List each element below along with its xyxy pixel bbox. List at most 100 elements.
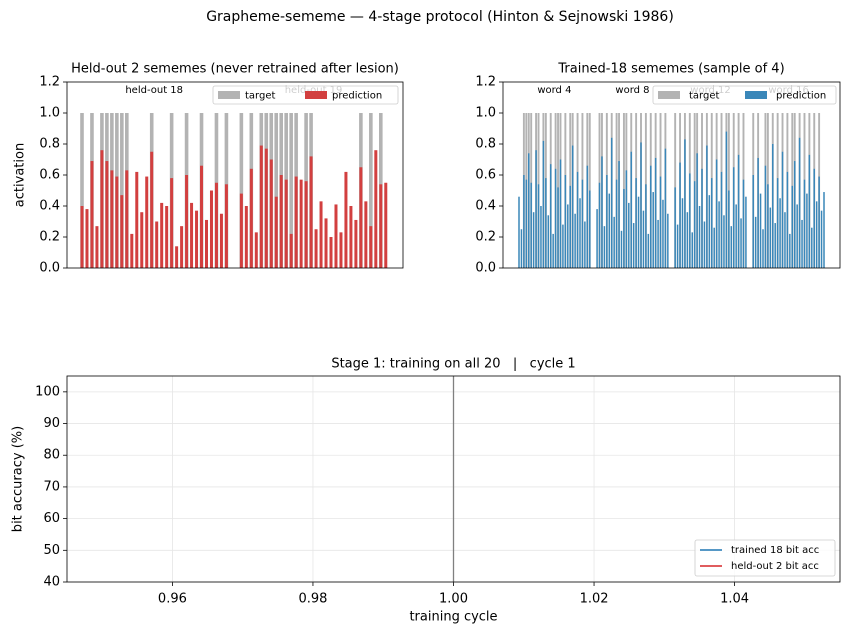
prediction-bar (708, 195, 711, 268)
legend-swatch (745, 91, 767, 99)
y-axis-label: activation (13, 143, 28, 207)
prediction-bar (767, 184, 769, 268)
prediction-bar (145, 176, 149, 268)
prediction-bar (689, 173, 691, 268)
y-tick-label: 40 (43, 575, 60, 590)
prediction-bar (576, 171, 579, 268)
prediction-bar (254, 232, 258, 268)
prediction-bar (205, 219, 208, 268)
legend-label: target (689, 91, 719, 102)
prediction-bar (713, 227, 715, 268)
prediction-bar (269, 159, 273, 268)
prediction-bar (818, 176, 820, 268)
prediction-bar (742, 179, 745, 268)
prediction-bar (552, 233, 554, 268)
prediction-bar (564, 175, 567, 268)
prediction-bar (608, 193, 611, 268)
prediction-bar (518, 196, 520, 268)
prediction-bar (569, 185, 571, 268)
prediction-bar (752, 175, 754, 268)
prediction-bar (615, 179, 618, 268)
prediction-bar (693, 181, 696, 268)
prediction-bar (820, 210, 823, 268)
prediction-bar (190, 202, 194, 268)
target-bar (239, 113, 244, 268)
prediction-bar (762, 229, 764, 268)
prediction-bar (542, 140, 545, 268)
group-label: word 8 (615, 85, 649, 96)
prediction-bar (784, 212, 786, 268)
prediction-bar (774, 223, 776, 268)
prediction-bar (140, 212, 144, 268)
prediction-bar (628, 202, 630, 268)
figure-title: Grapheme-sememe — 4-stage protocol (Hint… (206, 9, 674, 25)
legend-label: prediction (332, 91, 382, 102)
prediction-bar (674, 187, 676, 268)
prediction-bar (379, 184, 383, 268)
prediction-bar (679, 162, 681, 268)
prediction-bar (684, 139, 686, 268)
prediction-bar (535, 150, 537, 268)
prediction-bar (642, 210, 645, 268)
prediction-bar (279, 175, 283, 268)
prediction-bar (654, 157, 657, 268)
prediction-bar (759, 193, 762, 268)
prediction-bar (737, 154, 740, 268)
y-axis-label: bit accuracy (%) (11, 426, 26, 532)
x-axis-label: training cycle (409, 610, 497, 625)
prediction-bar (811, 227, 813, 268)
x-tick-label: 0.96 (158, 592, 187, 607)
prediction-bar (815, 201, 818, 268)
prediction-bar (105, 161, 109, 268)
y-tick-label: 0.6 (39, 168, 60, 183)
prediction-bar (630, 151, 632, 268)
prediction-bar (284, 179, 288, 268)
legend-swatch (658, 91, 680, 99)
prediction-bar (657, 219, 659, 268)
prediction-bar (652, 192, 654, 268)
prediction-bar (289, 233, 293, 268)
prediction-bar (90, 161, 94, 268)
prediction-bar (532, 212, 535, 268)
target-bar (80, 113, 84, 268)
prediction-bar (647, 233, 650, 268)
prediction-bar (798, 137, 801, 268)
prediction-bar (185, 175, 189, 268)
prediction-bar (80, 206, 84, 268)
prediction-bar (170, 178, 174, 268)
y-tick-label: 90 (43, 416, 60, 431)
y-tick-label: 0.6 (475, 168, 496, 183)
prediction-bar (324, 218, 328, 268)
prediction-bar (603, 226, 606, 268)
target-bar (289, 113, 293, 268)
legend-label: target (245, 91, 275, 102)
prediction-bar (620, 230, 623, 268)
prediction-bar (823, 192, 825, 268)
prediction-bar (779, 198, 781, 268)
legend-box (694, 539, 836, 577)
prediction-bar (598, 182, 601, 268)
prediction-bar (349, 206, 353, 268)
prediction-bar (545, 178, 547, 268)
axes-frame (66, 81, 404, 269)
group-label: word 4 (537, 85, 571, 96)
prediction-bar (95, 226, 99, 268)
prediction-bar (579, 198, 581, 268)
x-tick-label: 1.00 (439, 592, 468, 607)
prediction-bar (625, 170, 628, 268)
prediction-bar (640, 142, 642, 268)
prediction-bar (706, 145, 708, 268)
prediction-bar (720, 171, 723, 268)
axes-title: Trained-18 sememes (sample of 4) (557, 62, 784, 77)
prediction-bar (808, 154, 811, 268)
prediction-bar (249, 168, 253, 268)
prediction-bar (244, 206, 248, 268)
prediction-bar (304, 181, 308, 268)
prediction-bar (813, 168, 815, 268)
y-tick-label: 1.0 (39, 106, 60, 121)
x-tick-label: 1.04 (720, 592, 749, 607)
prediction-bar (740, 218, 742, 268)
y-tick-label: 0.8 (475, 137, 496, 152)
